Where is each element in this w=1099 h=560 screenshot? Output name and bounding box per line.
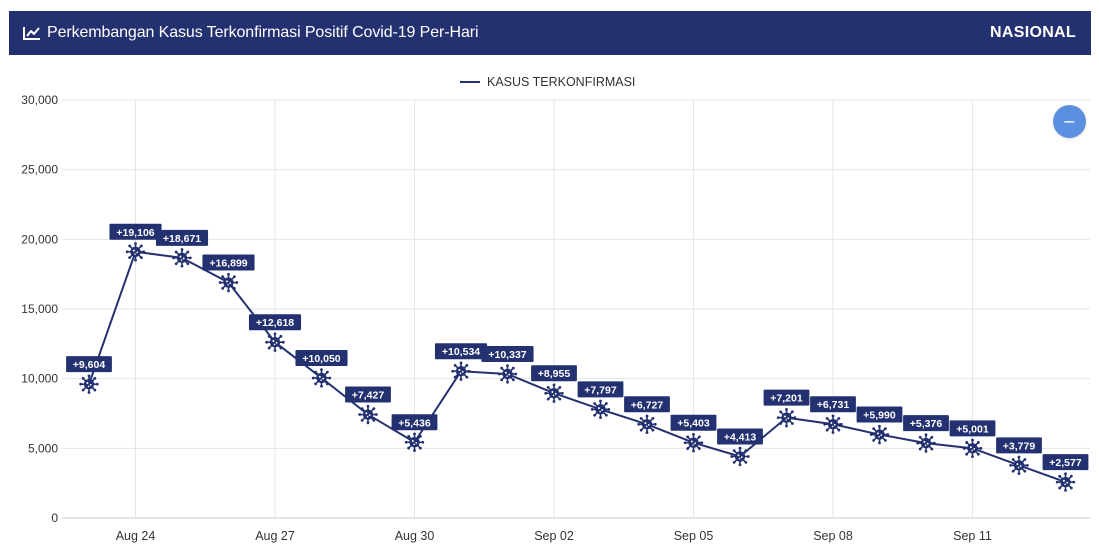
svg-text:+6,727: +6,727 [631, 399, 664, 411]
data-label: +10,050 [295, 349, 348, 366]
svg-text:+9,604: +9,604 [73, 359, 106, 371]
svg-text:+18,671: +18,671 [163, 233, 201, 245]
svg-text:+12,618: +12,618 [256, 317, 294, 329]
svg-text:+7,201: +7,201 [770, 393, 803, 405]
data-point-virus-icon[interactable] [730, 446, 750, 467]
data-point-virus-icon[interactable] [218, 272, 239, 293]
svg-text:+5,001: +5,001 [956, 423, 989, 435]
data-label: +3,779 [996, 437, 1042, 454]
data-point-virus-icon[interactable] [1055, 472, 1076, 492]
legend-entry: KASUS TERKONFIRMASI [487, 75, 635, 89]
svg-text:+7,427: +7,427 [352, 390, 385, 402]
x-tick-label: Sep 11 [953, 529, 992, 543]
y-tick-label: 15,000 [21, 302, 58, 316]
data-point-virus-icon[interactable] [544, 383, 564, 403]
data-point-virus-icon[interactable] [79, 374, 99, 394]
header-title-group: Perkembangan Kasus Terkonfirmasi Positif… [23, 11, 479, 55]
scope-label: NASIONAL [990, 24, 1076, 41]
data-label: +16,899 [202, 254, 255, 271]
zoom-out-button[interactable]: − [1053, 105, 1086, 138]
data-point-virus-icon[interactable] [358, 404, 378, 425]
data-label: +5,376 [903, 415, 949, 432]
x-tick-label: Sep 02 [534, 529, 574, 543]
svg-text:+5,403: +5,403 [677, 418, 710, 430]
data-point-virus-icon[interactable] [404, 432, 425, 452]
data-point-virus-icon[interactable] [683, 433, 704, 453]
data-point-virus-icon[interactable] [916, 433, 936, 453]
chart-area: 0 5,000 10,000 15,000 20,000 25,000 30,000 Aug … [0, 60, 1099, 555]
data-label: +5,436 [391, 414, 438, 431]
x-tick-label: Aug 24 [116, 529, 156, 543]
svg-text:+10,534: +10,534 [442, 346, 480, 358]
data-point-virus-icon[interactable] [776, 407, 797, 428]
y-tick-label: 5,000 [28, 441, 58, 455]
data-label: +7,797 [577, 381, 624, 398]
y-tick-label: 30,000 [21, 93, 58, 107]
data-label: +4,413 [717, 428, 763, 445]
data-label: +5,403 [670, 414, 717, 431]
y-tick-label: 0 [51, 511, 58, 525]
data-point-virus-icon[interactable] [172, 248, 192, 268]
data-label: +5,001 [949, 420, 996, 437]
data-point-virus-icon[interactable] [451, 361, 471, 381]
data-label: +8,955 [531, 365, 577, 382]
svg-text:+3,779: +3,779 [1003, 440, 1036, 452]
data-point-virus-icon[interactable] [590, 399, 611, 420]
data-label: +12,618 [248, 314, 302, 331]
data-label: +10,534 [434, 343, 488, 360]
data-label: +7,201 [763, 389, 810, 406]
chart-legend[interactable]: KASUS TERKONFIRMASI [460, 75, 635, 89]
svg-text:+5,990: +5,990 [863, 410, 896, 422]
data-label: +10,337 [481, 345, 534, 362]
data-point-virus-icon[interactable] [125, 242, 146, 262]
data-label: +6,731 [810, 396, 856, 413]
svg-text:+5,376: +5,376 [910, 418, 943, 430]
data-point-virus-icon[interactable] [497, 364, 518, 384]
data-label: +9,604 [66, 356, 112, 373]
data-label: +18,671 [155, 229, 209, 246]
data-label: +2,577 [1042, 454, 1089, 471]
svg-text:+7,797: +7,797 [584, 384, 617, 396]
data-point-virus-icon[interactable] [1009, 455, 1029, 476]
data-point-virus-icon[interactable] [637, 414, 657, 434]
svg-text:+8,955: +8,955 [538, 368, 571, 380]
page-title: Perkembangan Kasus Terkonfirmasi Positif… [47, 24, 479, 41]
svg-text:+4,413: +4,413 [724, 432, 757, 444]
data-point-virus-icon[interactable] [869, 424, 890, 445]
line-chart-icon [23, 27, 40, 40]
x-tick-label: Aug 27 [255, 529, 295, 543]
line-chart: 0 5,000 10,000 15,000 20,000 25,000 30,000 Aug … [21, 75, 1090, 543]
y-tick-label: 25,000 [21, 163, 58, 177]
svg-text:+2,577: +2,577 [1049, 457, 1082, 469]
series-line [88, 250, 1066, 484]
svg-text:+10,050: +10,050 [302, 353, 340, 365]
data-label: +5,990 [856, 406, 903, 423]
svg-text:+16,899: +16,899 [209, 258, 247, 270]
data-point-virus-icon[interactable] [265, 332, 285, 352]
svg-text:+10,337: +10,337 [488, 349, 526, 361]
data-point-virus-icon[interactable] [311, 368, 332, 388]
data-label: +7,427 [345, 386, 391, 403]
x-tick-label: Sep 08 [813, 529, 853, 543]
svg-text:+19,106: +19,106 [116, 227, 154, 239]
data-point-virus-icon[interactable] [962, 438, 983, 459]
data-label: +19,106 [109, 223, 162, 240]
svg-text:+6,731: +6,731 [817, 399, 850, 411]
chart-header: Perkembangan Kasus Terkonfirmasi Positif… [9, 11, 1091, 55]
y-tick-label: 10,000 [21, 372, 58, 386]
y-tick-label: 20,000 [21, 232, 58, 246]
data-label: +6,727 [624, 396, 670, 413]
x-tick-label: Sep 05 [674, 529, 714, 543]
svg-text:+5,436: +5,436 [398, 417, 431, 429]
x-tick-label: Aug 30 [395, 529, 435, 543]
data-point-virus-icon[interactable] [823, 414, 843, 434]
